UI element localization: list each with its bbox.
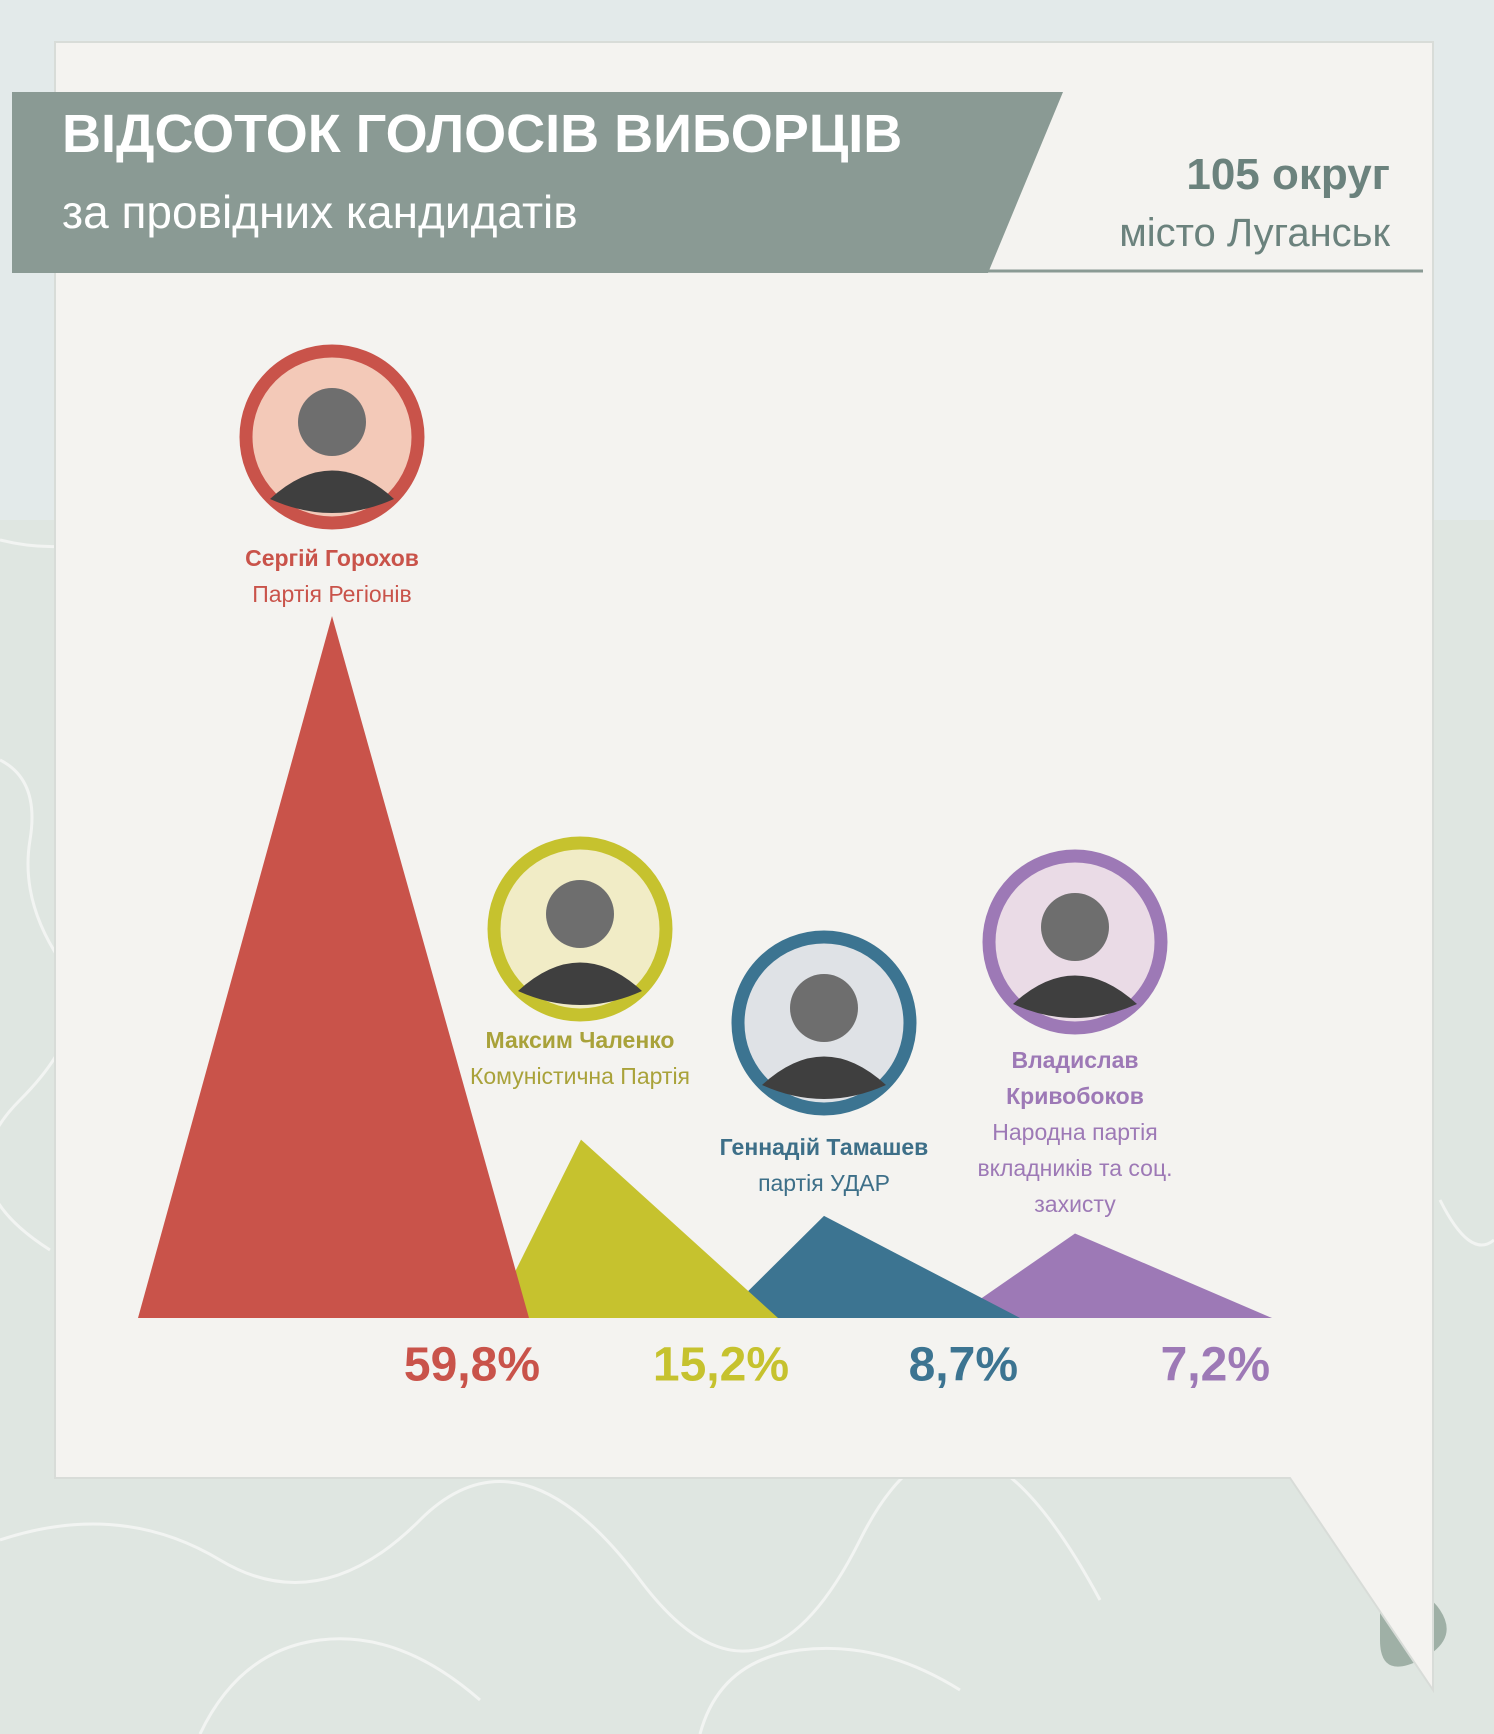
title-banner <box>12 92 1063 273</box>
value-label: 7,2% <box>1161 1339 1270 1392</box>
candidate-party: Партія Регіонів <box>252 581 412 607</box>
triangle <box>492 1139 778 1318</box>
candidate-label: Владислав Кривобоков Народна партія вклад… <box>975 1042 1175 1222</box>
candidate-party: Комуністична Партія <box>469 1063 691 1089</box>
candidate-name: Геннадій Тамашев <box>719 1134 929 1160</box>
photo-head <box>790 974 858 1042</box>
value-label: 15,2% <box>653 1339 789 1392</box>
photo-body <box>1013 975 1137 1018</box>
candidate-party: Народна партія вкладників та соц. захист… <box>977 1119 1173 1217</box>
city: місто Луганськ <box>1119 211 1390 255</box>
triangle <box>138 616 529 1318</box>
triangle <box>953 1233 1272 1318</box>
photo-head <box>546 880 614 948</box>
candidate-name: Владислав Кривобоков <box>1006 1047 1144 1109</box>
photo-body <box>270 470 394 513</box>
chart-subtitle: за провідних кандидатів <box>62 186 578 238</box>
candidate-label: Сергій Горохов Партія Регіонів <box>202 540 462 612</box>
candidate-label: Геннадій Тамашев партія УДАР <box>694 1129 954 1201</box>
photo-head <box>298 388 366 456</box>
value-label: 59,8% <box>404 1339 540 1392</box>
candidate-name: Максим Чаленко <box>485 1027 675 1053</box>
photo-body <box>762 1056 886 1099</box>
candidate-party: партія УДАР <box>758 1170 890 1196</box>
candidate-name: Сергій Горохов <box>245 545 419 571</box>
district: 105 округ <box>1186 150 1390 199</box>
photo-head <box>1041 893 1109 961</box>
candidate-label: Максим Чаленко Комуністична Партія <box>465 1022 695 1094</box>
chart-title: ВІДСОТОК ГОЛОСІВ ВИБОРЦІВ <box>62 104 902 164</box>
photo-body <box>518 962 642 1005</box>
value-label: 8,7% <box>909 1339 1018 1392</box>
card <box>54 41 1434 1694</box>
triangle <box>721 1215 1020 1318</box>
